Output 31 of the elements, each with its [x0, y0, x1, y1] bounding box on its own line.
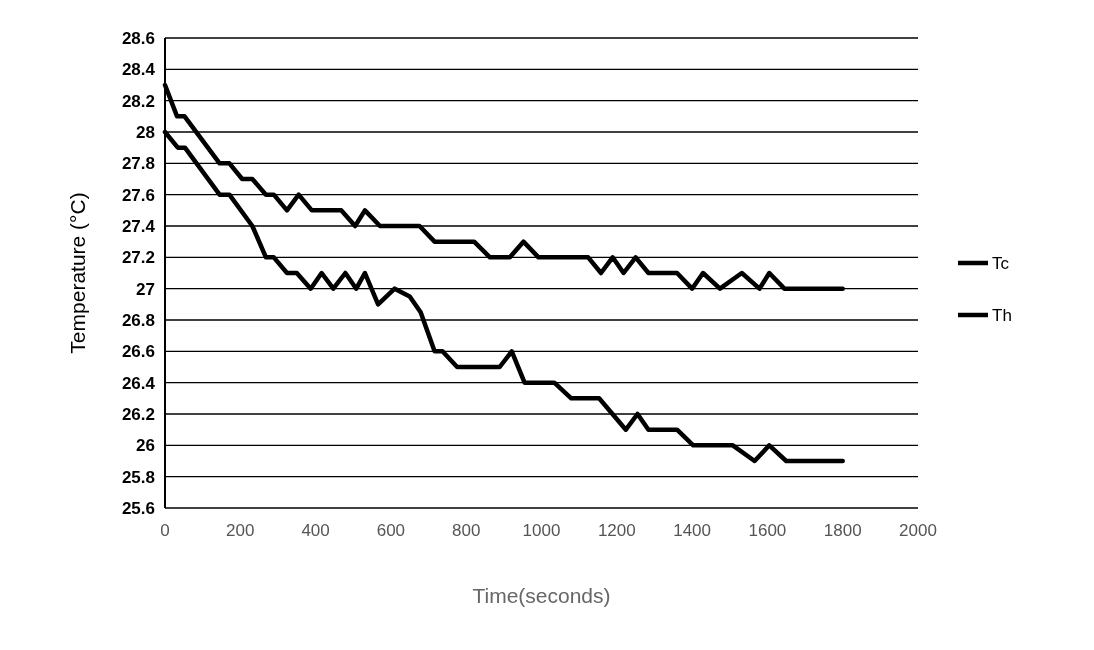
x-tick-label: 0 — [160, 521, 170, 540]
x-tick-label: 2000 — [899, 521, 937, 540]
y-tick-label: 27.8 — [121, 154, 155, 174]
y-tick-label: 27 — [136, 279, 155, 299]
x-tick-label: 1600 — [748, 521, 787, 540]
y-tick-label: 27.4 — [121, 216, 156, 236]
y-tick-label: 28 — [136, 122, 155, 142]
y-tick-label: 28.6 — [121, 28, 155, 48]
x-tick-label: 1400 — [673, 521, 712, 540]
x-tick-label: 1000 — [522, 521, 561, 540]
y-tick-label: 27.2 — [121, 248, 155, 268]
legend-label: Tc — [992, 253, 1010, 273]
x-tick-label: 600 — [376, 521, 406, 540]
y-tick-label: 28.2 — [121, 91, 155, 111]
x-axis-title: Time(seconds) — [472, 584, 611, 607]
y-tick-label: 28.4 — [121, 60, 156, 80]
legend-label: Th — [992, 305, 1012, 325]
x-tick-label: 400 — [301, 521, 330, 540]
x-tick-label: 1200 — [597, 521, 636, 540]
y-tick-label: 26.8 — [121, 310, 155, 330]
y-tick-label: 26.2 — [121, 404, 155, 424]
y-tick-label: 26 — [136, 436, 155, 456]
x-tick-label: 200 — [226, 521, 255, 540]
y-tick-label: 25.6 — [121, 498, 155, 518]
y-tick-label: 27.6 — [121, 185, 155, 205]
y-tick-label: 25.8 — [121, 467, 155, 487]
y-axis-title: Temperature (°C) — [66, 192, 89, 354]
x-tick-label: 800 — [452, 521, 481, 540]
x-tick-label: 1800 — [823, 521, 862, 540]
y-tick-label: 26.4 — [121, 373, 156, 393]
y-tick-label: 26.6 — [121, 342, 155, 362]
